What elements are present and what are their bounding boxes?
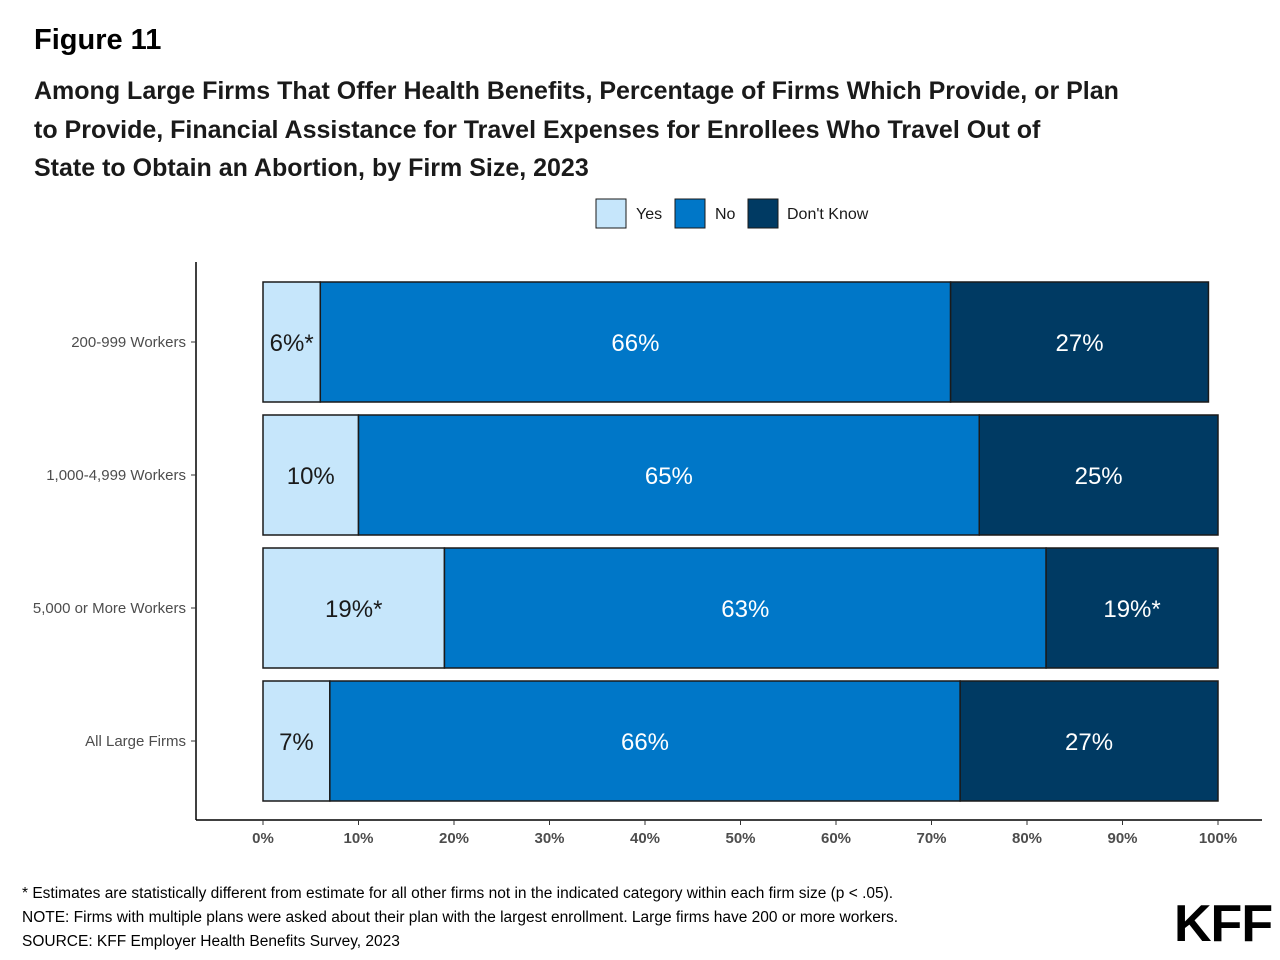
x-tick-label-7: 70%: [916, 830, 946, 847]
x-tick-label-9: 90%: [1107, 830, 1137, 847]
data-label-1-000-4-999-workers-don-t-know: 25%: [1075, 463, 1123, 490]
stacked-bar-chart: Yes No Don't Know 6%* 66% 27% 10% 65% 25% 19%* 63…: [33, 198, 1262, 847]
footnote-note: NOTE: Firms with multiple plans were ask…: [22, 909, 899, 926]
legend-label-don-t-know: Don't Know: [787, 206, 869, 223]
bars-group: 6%* 66% 27% 10% 65% 25% 19%* 63% 19%* 7% 66% 27%: [262, 281, 1219, 802]
figure-label: Figure 11: [34, 24, 162, 56]
x-tick-label-1: 10%: [343, 830, 373, 847]
bar-200-999-workers-yes: [262, 281, 322, 403]
data-label-all-large-firms-don-t-know: 27%: [1065, 729, 1113, 756]
data-label-200-999-workers-don-t-know: 27%: [1056, 330, 1104, 357]
data-label-200-999-workers-no: 66%: [611, 330, 659, 357]
kff-logo: KFF: [1174, 895, 1273, 953]
data-label-5-000-or-more-workers-yes: 19%*: [325, 596, 382, 623]
bar-200-999-workers-no: [319, 281, 952, 403]
legend-swatch-don-t-know: [747, 198, 779, 229]
chart-title: Among Large Firms That Offer Health Bene…: [34, 72, 1214, 188]
bar-5-000-or-more-workers-no: [443, 547, 1047, 669]
x-tick-label-5: 50%: [725, 830, 755, 847]
bar-5-000-or-more-workers-don-t-know: [1045, 547, 1219, 669]
axes-group: 200-999 Workers 1,000-4,999 Workers 5,000 …: [33, 262, 1262, 847]
y-tick-label-1-000-4-999-workers: 1,000-4,999 Workers: [46, 467, 186, 484]
x-tick-label-4: 40%: [630, 830, 660, 847]
x-tick-label-10: 100%: [1199, 830, 1237, 847]
x-tick-label-8: 80%: [1012, 830, 1042, 847]
bar-200-999-workers-don-t-know: [949, 281, 1210, 403]
data-label-1-000-4-999-workers-yes: 10%: [287, 463, 335, 490]
y-tick-label-5-000-or-more-workers: 5,000 or More Workers: [33, 600, 186, 617]
y-tick-label-200-999-workers: 200-999 Workers: [71, 334, 186, 351]
bar-1-000-4-999-workers-yes: [262, 414, 360, 536]
bar-1-000-4-999-workers-no: [357, 414, 980, 536]
data-label-200-999-workers-yes: 6%*: [270, 330, 314, 357]
bar-1-000-4-999-workers-don-t-know: [978, 414, 1219, 536]
data-label-5-000-or-more-workers-no: 63%: [721, 596, 769, 623]
bar-all-large-firms-yes: [262, 680, 331, 802]
bar-all-large-firms-don-t-know: [959, 680, 1219, 802]
footnote-significance: * Estimates are statistically different …: [22, 885, 894, 902]
data-label-5-000-or-more-workers-don-t-know: 19%*: [1103, 596, 1160, 623]
data-label-all-large-firms-no: 66%: [621, 729, 669, 756]
legend-label-yes: Yes: [636, 206, 662, 223]
legend-label-no: No: [715, 206, 736, 223]
chart-legend: Yes No Don't Know: [595, 198, 869, 229]
footnotes: * Estimates are statistically different …: [22, 882, 898, 954]
data-label-1-000-4-999-workers-no: 65%: [645, 463, 693, 490]
legend-swatch-yes: [595, 198, 627, 229]
chart-title-line-3: State to Obtain an Abortion, by Firm Siz…: [34, 154, 589, 182]
legend-swatch-no: [674, 198, 706, 229]
footnote-source: SOURCE: KFF Employer Health Benefits Sur…: [22, 933, 400, 950]
y-tick-label-all-large-firms: All Large Firms: [85, 733, 186, 750]
x-tick-label-6: 60%: [821, 830, 851, 847]
chart-title-line-2: to Provide, Financial Assistance for Tra…: [34, 115, 1041, 144]
chart-title-line-1: Among Large Firms That Offer Health Bene…: [34, 77, 1119, 105]
data-label-all-large-firms-yes: 7%: [279, 729, 314, 756]
x-tick-label-2: 20%: [439, 830, 469, 847]
bar-5-000-or-more-workers-yes: [262, 547, 446, 669]
x-tick-label-3: 30%: [534, 830, 564, 847]
x-tick-label-0: 0%: [252, 830, 274, 847]
